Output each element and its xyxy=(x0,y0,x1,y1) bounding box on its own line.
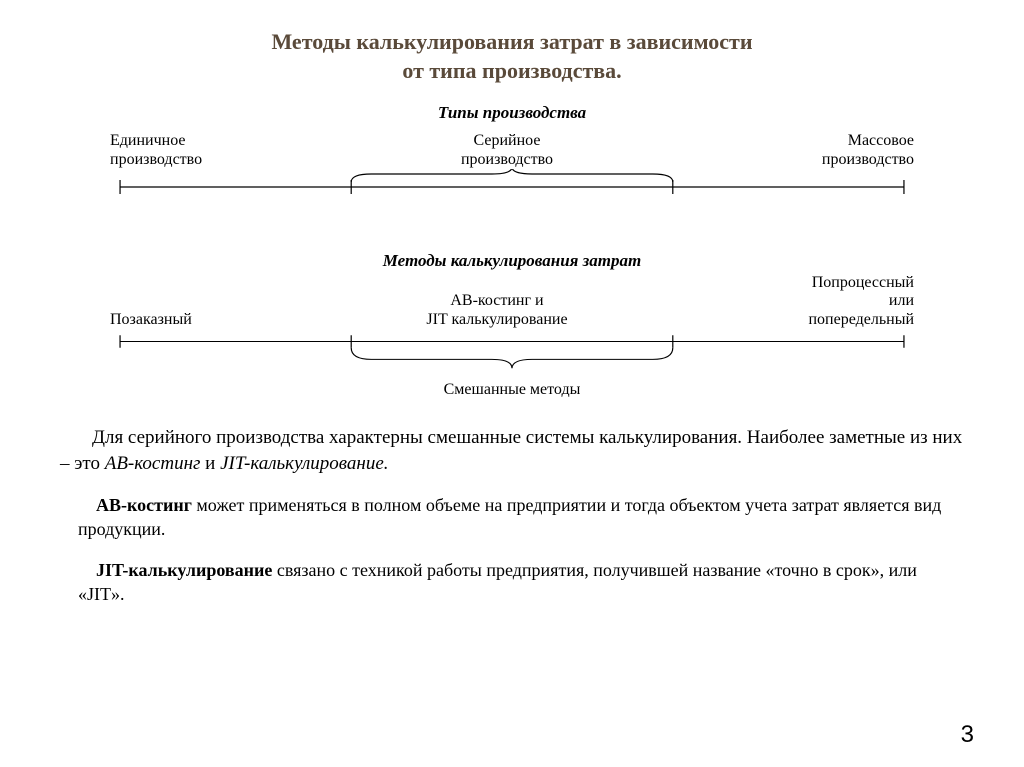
diagram1-heading: Типы производства xyxy=(50,103,974,123)
diagram2-axis xyxy=(110,329,914,379)
diagram-production-types: Типы производства Единичное производство… xyxy=(50,103,974,227)
page-number: 3 xyxy=(961,721,974,749)
diagram1-axis xyxy=(110,169,914,219)
paragraph-3: JIT-калькулирование связано с техникой р… xyxy=(50,559,974,606)
page-title: Методы калькулирования затрат в зависимо… xyxy=(50,28,974,85)
diagram1-label-left: Единичное производство xyxy=(110,132,260,169)
diagram1-label-center: Серийное производство xyxy=(407,132,607,169)
title-line2: от типа производства. xyxy=(402,58,621,83)
diagram1-labels: Единичное производство Серийное производ… xyxy=(110,127,914,169)
paragraph-2: АВ-костинг может применяться в полном об… xyxy=(50,494,974,541)
diagram2-label-right: Попроцессный или попередельный xyxy=(744,274,914,329)
diagram2-labels: Позаказный АВ-костинг и JIT калькулирова… xyxy=(110,275,914,329)
paragraph-1: Для серийного производства характерны см… xyxy=(50,425,974,476)
diagram2-bottom-label: Смешанные методы xyxy=(110,381,914,399)
diagram2-heading: Методы калькулирования затрат xyxy=(50,251,974,271)
diagram1-label-right: Массовое производство xyxy=(754,132,914,169)
diagram1-timeline: Единичное производство Серийное производ… xyxy=(110,127,914,227)
title-line1: Методы калькулирования затрат в зависимо… xyxy=(271,29,752,54)
diagram-methods: Методы калькулирования затрат Позаказный… xyxy=(50,251,974,405)
diagram2-label-left: Позаказный xyxy=(110,311,250,329)
diagram2-label-center: АВ-костинг и JIT калькулирование xyxy=(377,292,617,329)
diagram2-timeline: Позаказный АВ-костинг и JIT калькулирова… xyxy=(110,275,914,405)
